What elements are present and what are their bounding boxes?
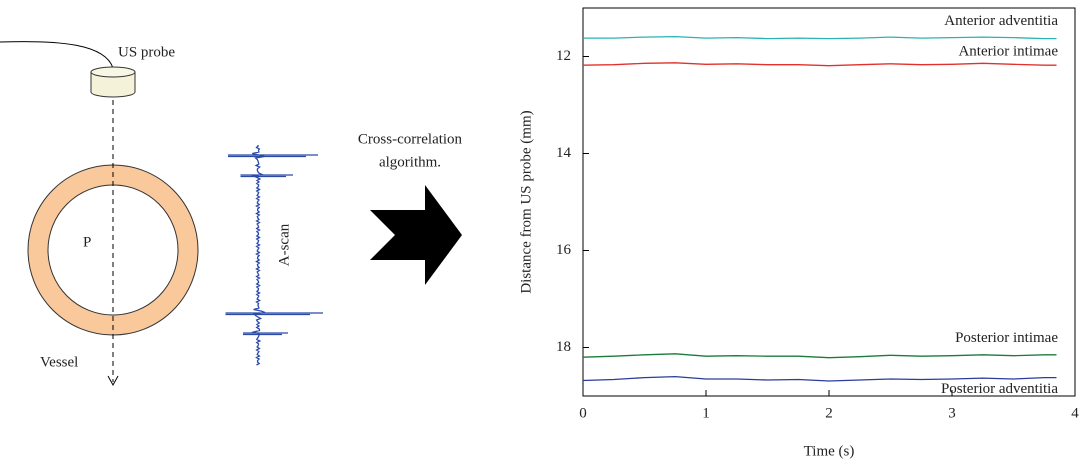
data-line bbox=[582, 353, 1057, 359]
y-tick-label: 12 bbox=[556, 48, 571, 64]
x-tick-label: 2 bbox=[825, 405, 833, 421]
data-line bbox=[583, 35, 1057, 40]
series-label: Posterior adventitia bbox=[941, 381, 1058, 397]
vessel-label: Vessel bbox=[40, 354, 78, 370]
series-label: Posterior intimae bbox=[955, 330, 1058, 346]
data-line bbox=[582, 62, 1057, 67]
y-tick-label: 18 bbox=[556, 339, 571, 355]
vessel-inner bbox=[47, 184, 179, 316]
probe-label: US probe bbox=[118, 44, 175, 60]
x-tick-label: 4 bbox=[1071, 405, 1079, 421]
x-tick-label: 0 bbox=[579, 405, 587, 421]
arrow-label: Cross-correlation bbox=[358, 131, 463, 147]
probe-cable bbox=[0, 41, 114, 69]
data-line bbox=[582, 375, 1057, 382]
probe-top bbox=[90, 66, 136, 78]
beam-arrow bbox=[107, 375, 119, 387]
series-label: Anterior intimae bbox=[958, 44, 1058, 60]
x-tick-label: 1 bbox=[702, 405, 710, 421]
series-label: Anterior adventitia bbox=[944, 13, 1058, 29]
y-tick-label: 16 bbox=[556, 242, 572, 258]
x-tick-label: 3 bbox=[948, 405, 956, 421]
x-axis-label: Time (s) bbox=[804, 443, 855, 459]
y-tick-label: 14 bbox=[556, 145, 572, 161]
lumen-label: P bbox=[83, 234, 91, 250]
probe bbox=[90, 71, 136, 98]
arrow-label: algorithm. bbox=[379, 154, 441, 170]
a-scan-trace bbox=[225, 144, 323, 366]
a-scan-label: A-scan bbox=[276, 223, 292, 266]
y-axis-label: Distance from US probe (mm) bbox=[518, 110, 534, 293]
process-arrow bbox=[370, 185, 462, 285]
